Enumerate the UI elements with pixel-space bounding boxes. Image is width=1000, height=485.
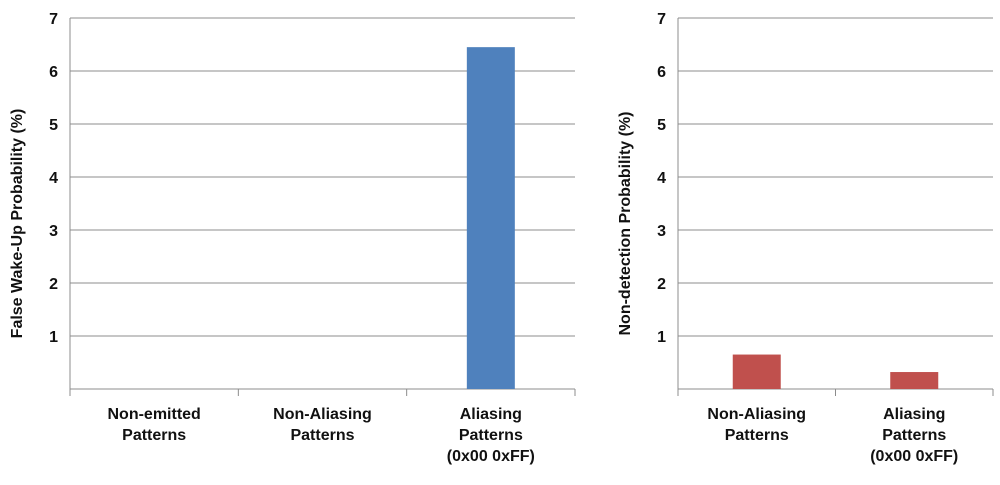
false-wakeup-chart: 1 2 3 4 5 6 7 Non-emitted Patterns Non-Aliasing Pa… — [9, 11, 576, 465]
bar — [466, 47, 515, 390]
y-tick-label: 2 — [657, 276, 666, 293]
y-tick-label: 7 — [49, 11, 58, 28]
y-tick-label: 1 — [49, 329, 58, 346]
bar — [732, 354, 781, 389]
y-axis-label: Non-detection Probability (%) — [617, 112, 634, 336]
x-category-label-line: (0x00 0xFF) — [870, 448, 958, 465]
x-category-label-line: Patterns — [122, 427, 186, 444]
bar — [890, 372, 939, 389]
x-category-label-line: Patterns — [882, 427, 946, 444]
x-category-label-line: Aliasing — [883, 406, 945, 423]
y-tick-label: 5 — [49, 117, 58, 134]
y-tick-label: 6 — [49, 64, 58, 81]
x-category-label: Non-Aliasing Patterns — [273, 406, 372, 444]
y-tick-label: 7 — [657, 11, 666, 28]
y-tick-label: 3 — [49, 223, 58, 240]
y-tick-label: 2 — [49, 276, 58, 293]
x-category-label: Non-Aliasing Patterns — [707, 406, 806, 444]
x-category-label-line: Non-Aliasing — [707, 406, 806, 423]
x-category-label: Aliasing Patterns (0x00 0xFF) — [870, 406, 958, 465]
x-category-label-line: Non-emitted — [108, 406, 201, 423]
x-category-label-line: Patterns — [725, 427, 789, 444]
y-tick-label: 1 — [657, 329, 666, 346]
y-tick-label: 5 — [657, 117, 666, 134]
x-category-label-line: Aliasing — [460, 406, 522, 423]
non-detection-chart: 1 2 3 4 5 6 7 Non-Aliasing Patterns Aliasing Patte… — [617, 11, 994, 465]
x-category-label: Non-emitted Patterns — [108, 406, 201, 444]
x-category-label: Aliasing Patterns (0x00 0xFF) — [447, 406, 535, 465]
y-tick-label: 4 — [657, 170, 666, 187]
y-tick-label: 4 — [49, 170, 58, 187]
x-category-label-line: (0x00 0xFF) — [447, 448, 535, 465]
x-category-label-line: Patterns — [290, 427, 354, 444]
x-category-label-line: Non-Aliasing — [273, 406, 372, 423]
y-axis-label: False Wake-Up Probability (%) — [9, 109, 26, 339]
x-category-label-line: Patterns — [459, 427, 523, 444]
y-tick-label: 3 — [657, 223, 666, 240]
y-tick-label: 6 — [657, 64, 666, 81]
